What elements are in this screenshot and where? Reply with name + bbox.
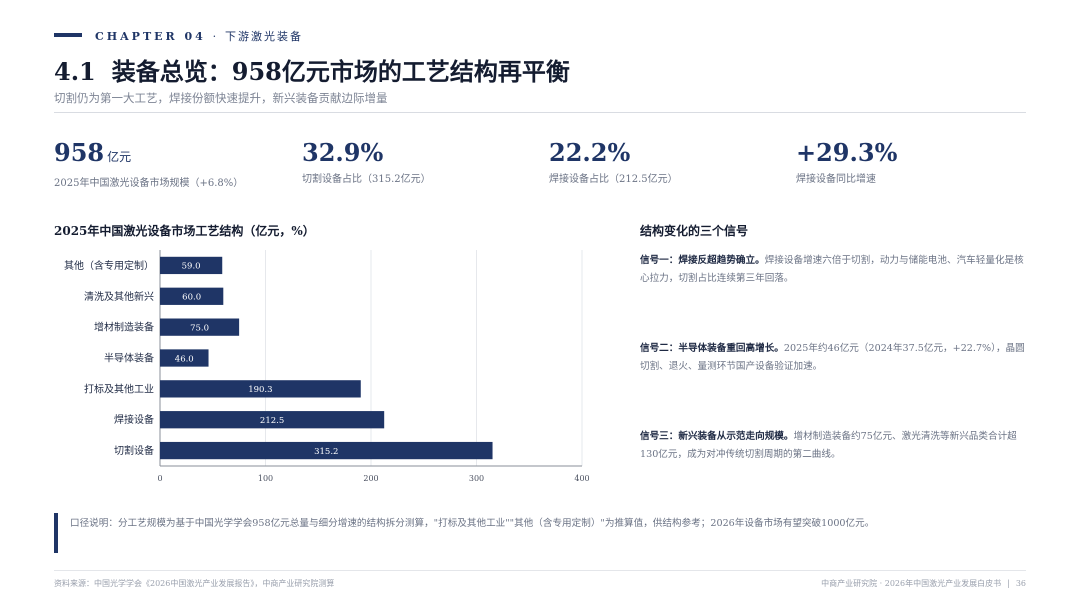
footer-source: 资料来源：中国光学学会《2026中国激光产业发展报告》，中商产业研究院测算 bbox=[54, 579, 335, 588]
signals-title: 结构变化的三个信号 bbox=[640, 224, 749, 238]
data-label: 212.5 bbox=[260, 416, 284, 426]
chapter-number: CHAPTER 04 bbox=[95, 30, 206, 43]
signal-lead: 信号一：焊接反超趋势确立。 bbox=[640, 255, 765, 266]
bar bbox=[160, 441, 493, 460]
kpi-label: 2025年中国激光设备市场规模（+6.8%） bbox=[54, 178, 244, 189]
signal-3: 信号三：新兴装备从示范走向规模。增材制造装备约75亿元、激光清洗等新兴品类合计超… bbox=[640, 428, 1026, 464]
kpi-welding-growth: +29.3% 焊接设备同比增速 bbox=[796, 138, 897, 185]
kpi-unit: 亿元 bbox=[107, 150, 132, 164]
header-divider bbox=[54, 112, 1026, 113]
category-label: 清洗及其他新兴 bbox=[84, 290, 154, 303]
kpi-value: 22.2% bbox=[549, 138, 631, 167]
data-label: 315.2 bbox=[314, 447, 338, 457]
x-tick-label: 100 bbox=[258, 474, 273, 483]
category-label: 焊接设备 bbox=[114, 413, 154, 426]
chapter-subtitle: 下游激光装备 bbox=[225, 30, 303, 43]
chapter-separator: · bbox=[212, 30, 219, 43]
kpi-welding-share: 22.2% 焊接设备占比（212.5亿元） bbox=[549, 138, 678, 185]
bar bbox=[160, 411, 385, 429]
category-label: 增材制造装备 bbox=[94, 321, 154, 334]
footer-divider bbox=[54, 570, 1026, 571]
signal-text: 焊接设备增速六倍于切割，动力与储能电池、汽车轻量化是核心拉力，切割占比连续第三年… bbox=[640, 255, 1024, 284]
x-tick-label: 300 bbox=[469, 474, 484, 483]
bar bbox=[160, 318, 240, 336]
kpi-label: 焊接设备同比增速 bbox=[796, 174, 876, 185]
category-label: 切割设备 bbox=[114, 444, 154, 457]
footer-right: 中商产业研究院 · 2026年中国激光产业发展白皮书 | 36 bbox=[821, 578, 1026, 589]
bar bbox=[160, 256, 223, 275]
category-label: 其他（含专用定制） bbox=[64, 259, 154, 272]
signal-lead: 信号三：新兴装备从示范走向规模。 bbox=[640, 431, 794, 442]
signal-2: 信号二：半导体装备重回高增长。2025年约46亿元（2024年37.5亿元，+2… bbox=[640, 340, 1026, 376]
signal-text: 增材制造装备约75亿元、激光清洗等新兴品类合计超130亿元，成为对冲传统切割周期… bbox=[640, 431, 1017, 460]
data-label: 75.0 bbox=[190, 323, 209, 333]
x-tick-label: 0 bbox=[157, 474, 162, 483]
data-label: 59.0 bbox=[182, 262, 201, 272]
kpi-value: 32.9% bbox=[302, 138, 384, 167]
chart-title: 2025年中国激光设备市场工艺结构（亿元，%） bbox=[54, 224, 315, 238]
chapter-rule bbox=[54, 33, 82, 37]
data-label: 190.3 bbox=[248, 385, 272, 395]
page-number: 36 bbox=[1015, 579, 1026, 588]
section-number: 4.1 bbox=[54, 57, 96, 86]
signal-text: 2025年约46亿元（2024年37.5亿元，+22.7%），晶圆切割、退火、量… bbox=[640, 343, 1025, 372]
bar bbox=[160, 349, 209, 367]
bar-chart: 0 100 200 300 400 其他（含专用定制） 59.0 清洗及其他新兴 60.0 增材制… bbox=[64, 250, 590, 483]
kpi-market-size: 958 亿元 2025年中国激光设备市场规模（+6.8%） bbox=[54, 138, 243, 189]
methodology-note: 口径说明：分工艺规模为基于中国光学学会958亿元总量与细分增速的结构拆分测算，"… bbox=[70, 518, 875, 529]
page-title: 4.1 装备总览：958亿元市场的工艺结构再平衡 bbox=[54, 52, 570, 87]
x-tick-label: 400 bbox=[574, 474, 589, 483]
footer-separator: | bbox=[1007, 579, 1010, 588]
page-subtitle: 切割仍为第一大工艺，焊接份额快速提升，新兴装备贡献边际增量 bbox=[54, 91, 388, 105]
kpi-label: 切割设备占比（315.2亿元） bbox=[302, 174, 431, 185]
kpi-value: +29.3% bbox=[796, 138, 898, 167]
signal-lead: 信号二：半导体装备重回高增长。 bbox=[640, 343, 784, 354]
bar bbox=[160, 287, 224, 305]
data-label: 60.0 bbox=[182, 293, 201, 303]
note-accent-bar bbox=[54, 513, 58, 553]
kpi-value: 958 bbox=[54, 138, 105, 167]
footer-org: 中商产业研究院 · 2026年中国激光产业发展白皮书 bbox=[821, 579, 1002, 588]
signal-1: 信号一：焊接反超趋势确立。焊接设备增速六倍于切割，动力与储能电池、汽车轻量化是核… bbox=[640, 252, 1026, 288]
x-tick-label: 200 bbox=[363, 474, 378, 483]
category-label: 半导体装备 bbox=[104, 352, 154, 365]
kpi-cutting-share: 32.9% 切割设备占比（315.2亿元） bbox=[302, 138, 431, 185]
bar bbox=[160, 380, 361, 398]
data-label: 46.0 bbox=[175, 354, 194, 364]
category-label: 打标及其他工业 bbox=[84, 382, 154, 395]
chapter-label: CHAPTER 04 · 下游激光装备 bbox=[95, 28, 303, 44]
section-title: 装备总览：958亿元市场的工艺结构再平衡 bbox=[111, 57, 570, 86]
kpi-label: 焊接设备占比（212.5亿元） bbox=[549, 174, 678, 185]
